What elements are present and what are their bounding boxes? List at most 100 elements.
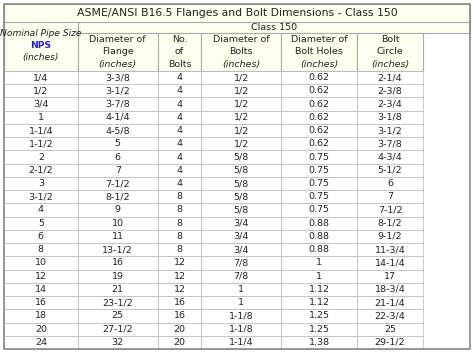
Text: Class 150: Class 150 <box>251 23 297 32</box>
Bar <box>78 309 158 323</box>
Bar <box>281 124 357 137</box>
Bar <box>4 256 78 270</box>
Text: 10: 10 <box>35 258 47 268</box>
Bar <box>281 336 357 349</box>
Bar <box>201 309 281 323</box>
Bar <box>158 97 201 111</box>
Bar <box>357 283 423 296</box>
Bar <box>201 336 281 349</box>
Bar <box>201 217 281 230</box>
Bar <box>78 217 158 230</box>
Text: Bolts: Bolts <box>168 60 191 69</box>
Text: 3-1/8: 3-1/8 <box>378 113 402 122</box>
Bar <box>281 283 357 296</box>
Text: No.: No. <box>172 35 187 44</box>
Text: 24: 24 <box>35 338 47 347</box>
Text: 1.12: 1.12 <box>309 298 329 307</box>
Text: 16: 16 <box>112 258 124 268</box>
Bar <box>4 243 78 256</box>
Text: 12: 12 <box>173 285 185 294</box>
Bar <box>357 177 423 190</box>
Text: Bolts: Bolts <box>229 48 253 56</box>
Text: 16: 16 <box>35 298 47 307</box>
Bar <box>158 71 201 84</box>
Text: 1-1/4: 1-1/4 <box>28 126 53 135</box>
Text: 3/4: 3/4 <box>234 232 249 241</box>
Bar <box>357 243 423 256</box>
Text: Diameter of: Diameter of <box>90 35 146 44</box>
Text: 3-1/2: 3-1/2 <box>105 86 130 95</box>
Bar <box>78 111 158 124</box>
Text: 1/2: 1/2 <box>234 113 249 122</box>
Bar <box>78 71 158 84</box>
Text: (inches): (inches) <box>99 60 137 69</box>
Text: 7-1/2: 7-1/2 <box>105 179 130 188</box>
Text: 4-1/4: 4-1/4 <box>105 113 130 122</box>
Bar <box>201 84 281 97</box>
Bar <box>4 22 78 71</box>
Text: 4: 4 <box>176 152 182 162</box>
Bar <box>201 203 281 217</box>
Bar <box>158 256 201 270</box>
Bar <box>281 217 357 230</box>
Bar <box>4 270 78 283</box>
Text: 1/4: 1/4 <box>33 73 48 82</box>
Text: 3-7/8: 3-7/8 <box>378 139 402 148</box>
Bar <box>201 111 281 124</box>
Text: Circle: Circle <box>377 48 403 56</box>
Text: 25: 25 <box>112 311 124 321</box>
Bar <box>158 243 201 256</box>
Bar <box>357 190 423 203</box>
Bar <box>78 137 158 150</box>
Text: 18-3/4: 18-3/4 <box>375 285 405 294</box>
Bar <box>357 270 423 283</box>
Bar <box>281 33 357 71</box>
Text: 1/2: 1/2 <box>234 126 249 135</box>
Text: 3-7/8: 3-7/8 <box>105 100 130 109</box>
Bar <box>78 230 158 243</box>
Text: 1/2: 1/2 <box>234 139 249 148</box>
Bar <box>357 203 423 217</box>
Bar <box>201 230 281 243</box>
Text: 3-1/2: 3-1/2 <box>378 126 402 135</box>
Bar <box>357 230 423 243</box>
Text: 8: 8 <box>38 245 44 254</box>
Text: 3/4: 3/4 <box>234 219 249 228</box>
Text: 5: 5 <box>38 219 44 228</box>
Bar <box>357 336 423 349</box>
Text: 7-1/2: 7-1/2 <box>378 205 402 215</box>
Bar <box>4 309 78 323</box>
Text: 12: 12 <box>173 258 185 268</box>
Bar <box>281 296 357 309</box>
Bar <box>357 256 423 270</box>
Bar <box>78 150 158 164</box>
Bar <box>4 111 78 124</box>
Text: 1.25: 1.25 <box>309 311 329 321</box>
Text: 2-1/4: 2-1/4 <box>378 73 402 82</box>
Text: (inches): (inches) <box>23 53 59 62</box>
Bar <box>281 243 357 256</box>
Text: 5/8: 5/8 <box>234 205 249 215</box>
Text: 5/8: 5/8 <box>234 152 249 162</box>
Text: 17: 17 <box>384 272 396 281</box>
Bar <box>357 111 423 124</box>
Bar <box>158 270 201 283</box>
Bar <box>78 33 158 71</box>
Text: 1-1/8: 1-1/8 <box>229 325 254 334</box>
Text: 20: 20 <box>173 325 185 334</box>
Bar <box>4 150 78 164</box>
Bar <box>4 177 78 190</box>
Bar <box>78 203 158 217</box>
Text: 4: 4 <box>176 126 182 135</box>
Text: 4: 4 <box>176 100 182 109</box>
Text: 0.88: 0.88 <box>309 232 329 241</box>
Bar <box>201 243 281 256</box>
Bar <box>158 283 201 296</box>
Bar <box>281 270 357 283</box>
Text: 4: 4 <box>176 86 182 95</box>
Bar <box>281 97 357 111</box>
Bar <box>78 296 158 309</box>
Bar <box>78 22 470 33</box>
Bar <box>4 97 78 111</box>
Bar <box>158 296 201 309</box>
